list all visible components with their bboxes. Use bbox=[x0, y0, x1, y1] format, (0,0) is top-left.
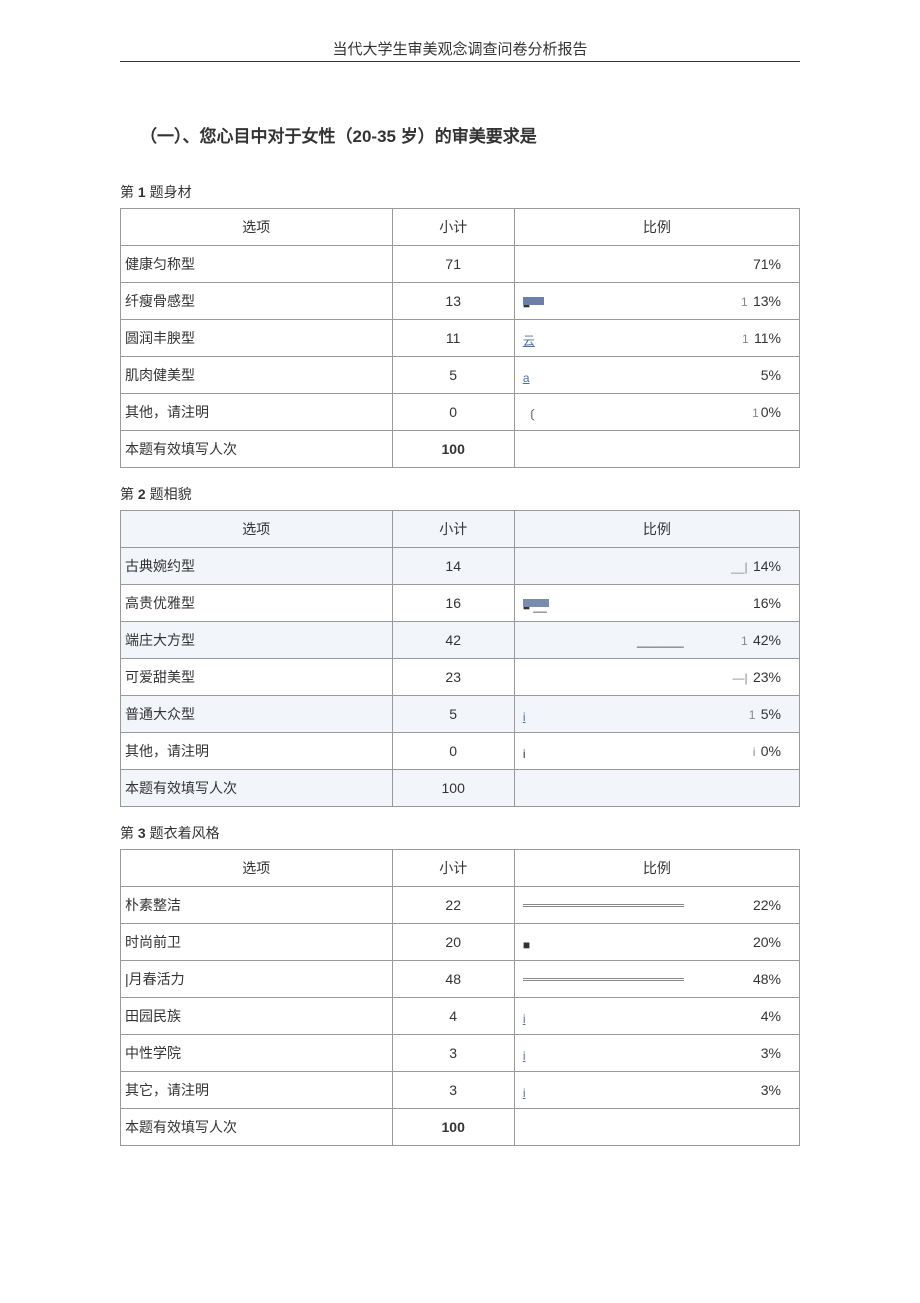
total-row: 本题有效填写人次100 bbox=[121, 431, 800, 468]
table-row: 中性学院3i3% bbox=[121, 1035, 800, 1072]
ratio-cell: ii 0% bbox=[514, 733, 799, 770]
column-header: 小计 bbox=[392, 850, 514, 887]
header-rule bbox=[120, 61, 800, 62]
column-header: 比例 bbox=[514, 511, 799, 548]
count-cell: 23 bbox=[392, 659, 514, 696]
total-label: 本题有效填写人次 bbox=[121, 1109, 393, 1146]
table-row: 古典婉约型14__| 14% bbox=[121, 548, 800, 585]
survey-table: 选项小计比例健康匀称型7171%纤瘦骨感型13■1 13%圆润丰腴型11云1 1… bbox=[120, 208, 800, 468]
ratio-cell: 71% bbox=[514, 246, 799, 283]
total-empty bbox=[514, 770, 799, 807]
total-count: 100 bbox=[392, 770, 514, 807]
count-cell: 0 bbox=[392, 394, 514, 431]
table-row: 健康匀称型7171% bbox=[121, 246, 800, 283]
ratio-cell: 48% bbox=[514, 961, 799, 998]
question-title: 第 2 题相貌 bbox=[120, 484, 800, 504]
count-cell: 3 bbox=[392, 1072, 514, 1109]
column-header: 选项 bbox=[121, 850, 393, 887]
option-cell: |月春活力 bbox=[121, 961, 393, 998]
option-cell: 健康匀称型 bbox=[121, 246, 393, 283]
table-row: 可爱甜美型23—| 23% bbox=[121, 659, 800, 696]
total-count: 100 bbox=[392, 431, 514, 468]
column-header: 选项 bbox=[121, 511, 393, 548]
total-empty bbox=[514, 1109, 799, 1146]
count-cell: 13 bbox=[392, 283, 514, 320]
table-row: 其他，请注明0〔10% bbox=[121, 394, 800, 431]
section-heading: （一）、您心目中对于女性（20-35 岁）的审美要求是 bbox=[120, 122, 800, 147]
count-cell: 4 bbox=[392, 998, 514, 1035]
ratio-cell: 云1 11% bbox=[514, 320, 799, 357]
table-row: 其他，请注明0ii 0% bbox=[121, 733, 800, 770]
ratio-cell: 22% bbox=[514, 887, 799, 924]
column-header: 小计 bbox=[392, 209, 514, 246]
option-cell: 古典婉约型 bbox=[121, 548, 393, 585]
count-cell: 5 bbox=[392, 696, 514, 733]
table-row: 纤瘦骨感型13■1 13% bbox=[121, 283, 800, 320]
ratio-cell: i3% bbox=[514, 1072, 799, 1109]
question-title: 第 3 题衣着风格 bbox=[120, 823, 800, 843]
count-cell: 22 bbox=[392, 887, 514, 924]
option-cell: 高贵优雅型 bbox=[121, 585, 393, 622]
survey-table: 选项小计比例古典婉约型14__| 14%高贵优雅型16■ __16%端庄大方型4… bbox=[120, 510, 800, 807]
option-cell: 其他，请注明 bbox=[121, 733, 393, 770]
count-cell: 0 bbox=[392, 733, 514, 770]
ratio-cell: i4% bbox=[514, 998, 799, 1035]
table-row: 高贵优雅型16■ __16% bbox=[121, 585, 800, 622]
count-cell: 20 bbox=[392, 924, 514, 961]
option-cell: 田园民族 bbox=[121, 998, 393, 1035]
count-cell: 3 bbox=[392, 1035, 514, 1072]
count-cell: 48 bbox=[392, 961, 514, 998]
count-cell: 71 bbox=[392, 246, 514, 283]
table-row: 朴素整洁2222% bbox=[121, 887, 800, 924]
option-cell: 端庄大方型 bbox=[121, 622, 393, 659]
table-row: 普通大众型5i1 5% bbox=[121, 696, 800, 733]
column-header: 小计 bbox=[392, 511, 514, 548]
table-row: 田园民族4i4% bbox=[121, 998, 800, 1035]
total-row: 本题有效填写人次100 bbox=[121, 1109, 800, 1146]
document-title: 当代大学生审美观念调查问卷分析报告 bbox=[120, 30, 800, 61]
ratio-cell: ■1 13% bbox=[514, 283, 799, 320]
survey-table: 选项小计比例朴素整洁2222%时尚前卫20■20%|月春活力4848%田园民族4… bbox=[120, 849, 800, 1146]
ratio-cell: a5% bbox=[514, 357, 799, 394]
ratio-cell: ■ __16% bbox=[514, 585, 799, 622]
option-cell: 可爱甜美型 bbox=[121, 659, 393, 696]
table-row: 其它，请注明3i3% bbox=[121, 1072, 800, 1109]
option-cell: 时尚前卫 bbox=[121, 924, 393, 961]
table-row: 圆润丰腴型11云1 11% bbox=[121, 320, 800, 357]
option-cell: 圆润丰腴型 bbox=[121, 320, 393, 357]
total-empty bbox=[514, 431, 799, 468]
ratio-cell: —| 23% bbox=[514, 659, 799, 696]
count-cell: 5 bbox=[392, 357, 514, 394]
count-cell: 14 bbox=[392, 548, 514, 585]
ratio-cell: 〔10% bbox=[514, 394, 799, 431]
total-label: 本题有效填写人次 bbox=[121, 770, 393, 807]
table-row: |月春活力4848% bbox=[121, 961, 800, 998]
column-header: 比例 bbox=[514, 850, 799, 887]
option-cell: 肌肉健美型 bbox=[121, 357, 393, 394]
option-cell: 其它，请注明 bbox=[121, 1072, 393, 1109]
count-cell: 11 bbox=[392, 320, 514, 357]
table-row: 时尚前卫20■20% bbox=[121, 924, 800, 961]
ratio-cell: i3% bbox=[514, 1035, 799, 1072]
column-header: 比例 bbox=[514, 209, 799, 246]
option-cell: 纤瘦骨感型 bbox=[121, 283, 393, 320]
total-count: 100 bbox=[392, 1109, 514, 1146]
option-cell: 中性学院 bbox=[121, 1035, 393, 1072]
table-row: 肌肉健美型5a5% bbox=[121, 357, 800, 394]
ratio-cell: _______1 42% bbox=[514, 622, 799, 659]
ratio-cell: __| 14% bbox=[514, 548, 799, 585]
option-cell: 朴素整洁 bbox=[121, 887, 393, 924]
count-cell: 16 bbox=[392, 585, 514, 622]
question-title: 第 1 题身材 bbox=[120, 182, 800, 202]
ratio-cell: i1 5% bbox=[514, 696, 799, 733]
column-header: 选项 bbox=[121, 209, 393, 246]
count-cell: 42 bbox=[392, 622, 514, 659]
total-row: 本题有效填写人次100 bbox=[121, 770, 800, 807]
total-label: 本题有效填写人次 bbox=[121, 431, 393, 468]
option-cell: 其他，请注明 bbox=[121, 394, 393, 431]
option-cell: 普通大众型 bbox=[121, 696, 393, 733]
ratio-cell: ■20% bbox=[514, 924, 799, 961]
table-row: 端庄大方型42_______1 42% bbox=[121, 622, 800, 659]
